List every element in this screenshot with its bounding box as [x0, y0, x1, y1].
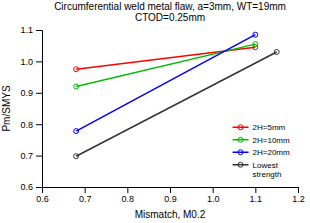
x-tick: 0.9 [164, 187, 177, 204]
legend-entry: Loweststrength [233, 161, 282, 180]
y-tick: 0.8 [20, 120, 42, 130]
y-tick-label: 0.8 [20, 120, 33, 130]
y-tick: 0.7 [20, 151, 42, 161]
series-point [274, 49, 279, 54]
legend: 2H=5mm 2H=10mm 2H=20mm Loweststrength [229, 119, 294, 184]
y-tick: 1.1 [20, 25, 42, 35]
x-tick: 0.6 [36, 187, 49, 204]
series-point [74, 129, 79, 134]
y-tick: 1.0 [20, 57, 42, 67]
legend-label: Loweststrength [253, 161, 282, 180]
y-tick-label: 1.1 [20, 25, 33, 35]
y-axis: 0.6 0.7 0.8 0.9 1.0 1.1 [20, 25, 42, 192]
legend-entry: 2H=10mm [233, 136, 290, 145]
x-tick-mark [213, 187, 214, 193]
x-tick: 1.1 [250, 187, 263, 204]
y-tick-mark [36, 93, 42, 94]
plot: 0.6 0.7 0.8 0.9 1.0 1.1 1.2 0.6 0.7 0.8 0.9 1.0 1.1 [20, 25, 304, 204]
y-tick-label: 0.9 [20, 88, 33, 98]
x-tick-mark [255, 187, 256, 193]
x-tick-label: 1.1 [250, 194, 263, 204]
legend-swatch [233, 127, 249, 129]
x-tick-mark [170, 187, 171, 193]
legend-entry: 2H=20mm [233, 148, 290, 157]
series-point [74, 67, 79, 72]
x-tick-mark [127, 187, 128, 193]
x-axis-title: Mismatch, M0.2 [135, 209, 206, 220]
y-tick-mark [36, 187, 42, 188]
series-point [74, 84, 79, 89]
series-point [253, 42, 258, 47]
legend-label: 2H=5mm [253, 123, 286, 132]
chart: 0.6 0.7 0.8 0.9 1.0 1.1 1.2 0.6 0.7 0.8 0.9 1.0 1.1 C… [0, 0, 310, 223]
y-tick-mark [36, 30, 42, 31]
y-tick-label: 0.7 [20, 151, 33, 161]
y-tick: 0.9 [20, 88, 42, 98]
x-axis: 0.6 0.7 0.8 0.9 1.0 1.1 1.2 [36, 187, 305, 204]
marks [74, 32, 280, 159]
y-tick-mark [36, 124, 42, 125]
title: Circumferential weld metal flaw, a=3mm, … [54, 1, 286, 23]
x-tick: 0.8 [122, 187, 135, 204]
x-tick-label: 0.8 [122, 194, 135, 204]
x-tick-mark [298, 187, 299, 193]
series-point [74, 154, 79, 159]
legend-swatch [233, 139, 249, 141]
y-tick-label: 1.0 [20, 57, 33, 67]
legend-label: 2H=10mm [253, 136, 290, 145]
legend-marker [238, 137, 243, 142]
y-tick-mark [36, 156, 42, 157]
legend-swatch [233, 152, 249, 154]
y-tick-mark [36, 61, 42, 62]
x-tick-mark [85, 187, 86, 193]
x-tick-label: 1.0 [207, 194, 220, 204]
legend-marker [238, 162, 243, 167]
x-tick-label: 0.9 [164, 194, 177, 204]
y-axis-title: Pm/SMYS [1, 85, 12, 131]
x-tick: 1.0 [207, 187, 220, 204]
series-line [76, 35, 255, 131]
legend-background [229, 119, 294, 184]
series-point [253, 32, 258, 37]
y-tick-label: 0.6 [20, 182, 33, 192]
x-axis-line [43, 188, 299, 194]
x-tick-label: 0.6 [36, 194, 49, 204]
series-line [76, 44, 255, 86]
legend-marker [238, 125, 243, 130]
legend-label: 2H=20mm [253, 148, 290, 157]
x-tick: 1.2 [292, 187, 305, 204]
legend-swatch [233, 164, 249, 166]
y-tick: 0.6 [20, 182, 42, 192]
x-tick: 0.7 [79, 187, 92, 204]
y-axis-line [36, 31, 43, 188]
x-tick-label: 0.7 [79, 194, 92, 204]
legend-marker [238, 150, 243, 155]
x-tick-label: 1.2 [292, 194, 305, 204]
legend-entry: 2H=5mm [233, 123, 286, 132]
